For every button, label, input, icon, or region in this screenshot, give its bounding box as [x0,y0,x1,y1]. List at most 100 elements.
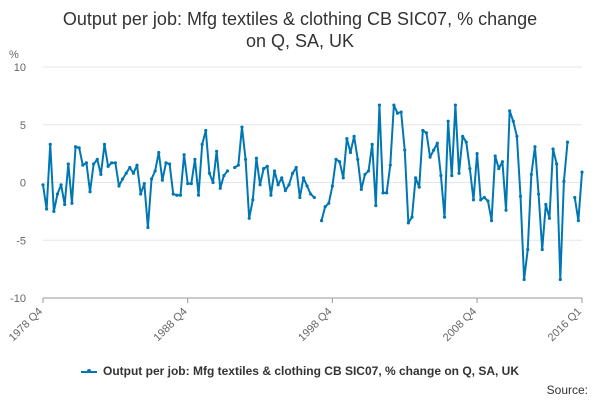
y-tick-label: 0 [20,178,26,190]
data-point [196,193,201,197]
data-point [106,164,110,168]
data-point [489,219,494,223]
data-point [533,145,537,149]
data-point [280,176,284,180]
data-point [258,183,262,187]
data-point [171,192,175,196]
data-point [142,182,146,186]
data-point [540,247,544,252]
data-point [482,195,486,200]
data-point [99,172,103,177]
data-point [479,198,483,202]
data-point [305,184,309,188]
data-point [319,219,324,223]
data-point [131,171,136,175]
data-point [388,163,392,167]
data-point [468,167,472,171]
data-point [135,163,139,167]
data-point [240,125,244,129]
y-tick-label: -5 [16,235,26,247]
data-point [526,247,530,252]
data-point [186,182,190,186]
data-point [211,180,215,185]
y-tick-label: 5 [20,120,26,132]
data-point [160,178,164,182]
data-point [294,165,298,170]
legend[interactable]: Output per job: Mfg textiles & clothing … [0,364,600,378]
data-point [377,103,382,107]
data-point [200,142,204,146]
data-point [486,199,490,203]
data-point [338,160,342,164]
series-line [42,104,583,281]
data-point [146,225,150,230]
data-point [254,156,259,160]
x-axis-tick-labels: 1978 Q4 1988 Q4 1998 Q4 2008 Q4 2016 Q1 [7,306,584,344]
data-point [225,169,230,173]
y-tick-label: 10 [14,62,26,74]
data-point [113,161,117,165]
data-point [562,179,566,183]
y-tick-label: -10 [10,293,26,305]
data-point [48,142,52,146]
data-point [356,157,360,161]
data-point [555,162,559,166]
data-point [168,162,172,166]
data-point [182,153,186,157]
data-point [55,192,60,196]
data-point [453,103,457,107]
data-point [435,141,439,145]
data-point [52,209,56,213]
data-point [457,171,461,175]
data-point [276,183,280,187]
data-point [73,145,78,149]
data-point [395,111,400,115]
y-axis-tick-labels: -10 -5 0 5 10 [10,62,26,305]
data-point [345,137,349,141]
data-point [450,173,454,178]
data-point [92,162,96,166]
data-point [461,134,465,138]
data-point [504,208,508,212]
data-point [283,188,287,193]
data-point [421,128,425,133]
data-point [432,148,436,152]
chart-title: Output per job: Mfg textiles & clothing … [0,8,600,52]
legend-swatch [80,368,97,373]
series-layer [41,103,584,282]
data-point [428,155,432,159]
data-point [334,157,338,161]
data-point [475,152,479,156]
data-point [359,187,363,192]
data-point [323,205,327,209]
chart-title-line-2: on Q, SA, UK [245,31,355,51]
data-point [385,191,389,195]
data-point [63,202,67,207]
data-point [515,134,519,138]
data-point [70,201,74,205]
data-point [81,163,85,167]
data-point [233,165,237,170]
source-label: Source: [546,383,588,397]
data-point [536,192,541,196]
data-point [442,215,447,219]
data-point [547,216,552,220]
data-point [204,128,208,133]
data-point [392,103,396,107]
data-point [124,171,128,175]
data-point [341,176,345,180]
data-point [363,172,367,177]
data-point [110,161,114,165]
data-point [66,162,70,166]
data-point [309,192,313,196]
data-point [410,215,414,219]
data-point [269,193,273,197]
data-point [370,142,374,146]
data-point [508,109,512,113]
data-point [565,140,570,144]
x-tick-label: 1978 Q4 [7,306,45,344]
data-point [439,173,443,178]
data-point [262,167,266,171]
data-point [330,184,334,188]
